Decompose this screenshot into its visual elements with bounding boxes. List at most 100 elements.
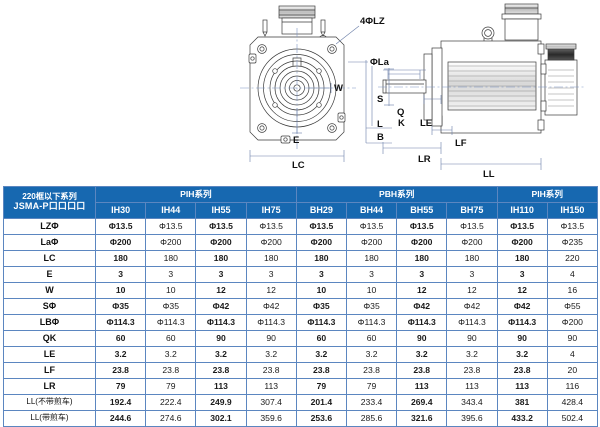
row-label: QK	[3, 330, 96, 347]
cell-ih30-1: Φ200	[94, 234, 147, 251]
cell-ih150-12: 502.4	[546, 410, 598, 427]
cell-ih150-0: Φ13.5	[546, 218, 598, 235]
label-lf: LF	[455, 138, 467, 149]
corner-line-1: 220框以下系列	[22, 192, 77, 202]
cell-bh55-8: 3.2	[396, 346, 448, 363]
cell-ih44-12: 274.6	[145, 410, 197, 427]
cell-ih150-3: 4	[546, 266, 598, 283]
cell-ih44-6: Φ114.3	[145, 314, 197, 331]
cell-ih110-0: Φ13.5	[496, 218, 548, 235]
cell-bh29-11: 201.4	[295, 394, 347, 411]
table-row: LE 3.2 3.2 3.2 3.2 3.2 3.2 3.2 3.2 3.2 4	[3, 346, 598, 363]
cell-bh29-2: 180	[295, 250, 347, 267]
label-ll: LL	[483, 169, 495, 180]
label-b: B	[377, 132, 384, 143]
group-header-pbh: PBH系列	[295, 186, 498, 203]
cell-ih55-1: Φ200	[195, 234, 247, 251]
table-row: LBΦ Φ114.3 Φ114.3 Φ114.3 Φ114.3 Φ114.3 Φ114.3 Φ…	[3, 314, 598, 331]
cell-bh29-12: 253.6	[295, 410, 347, 427]
row-label: LBΦ	[3, 314, 96, 331]
table-row: W 10 10 12 12 10 10 12 12 12 16	[3, 282, 598, 299]
cell-ih75-5: Φ42	[245, 298, 297, 315]
specification-table: 220框以下系列 JSMA-P口口口口 PIH系列 PBH系列 PIH系列 IH…	[3, 186, 598, 427]
row-label: LC	[3, 250, 96, 267]
cell-bh44-5: Φ35	[345, 298, 398, 315]
cell-ih150-5: Φ55	[546, 298, 598, 315]
model-header-bh75: BH75	[446, 202, 498, 219]
label-e: E	[293, 135, 299, 146]
cell-ih30-5: Φ35	[94, 298, 147, 315]
model-header-ih110: IH110	[496, 202, 548, 219]
cell-bh29-7: 60	[295, 330, 347, 347]
label-w: W	[334, 83, 343, 94]
cell-bh75-8: 3.2	[446, 346, 498, 363]
cell-bh75-2: 180	[446, 250, 498, 267]
cell-bh29-0: Φ13.5	[295, 218, 347, 235]
cell-ih110-2: 180	[496, 250, 548, 267]
table-row: SΦ Φ35 Φ35 Φ42 Φ42 Φ35 Φ35 Φ42 Φ42 Φ42 Φ55	[3, 298, 598, 315]
cell-ih150-6: Φ200	[546, 314, 598, 331]
cell-ih44-3: 3	[145, 266, 197, 283]
cell-bh55-6: Φ114.3	[396, 314, 448, 331]
cell-bh44-2: 180	[345, 250, 398, 267]
side-view-group	[378, 3, 585, 134]
cell-bh44-1: Φ200	[345, 234, 398, 251]
front-view-group	[240, 5, 356, 150]
cell-bh44-7: 60	[345, 330, 398, 347]
label-phi-la: ΦLa	[370, 57, 390, 68]
cell-bh55-4: 12	[396, 282, 448, 299]
cell-ih30-6: Φ114.3	[94, 314, 147, 331]
cell-bh44-0: Φ13.5	[345, 218, 398, 235]
cell-bh75-5: Φ42	[446, 298, 498, 315]
model-header-ih44: IH44	[145, 202, 197, 219]
cell-ih30-9: 23.8	[94, 362, 147, 379]
cell-bh29-9: 23.8	[295, 362, 347, 379]
cell-bh29-6: Φ114.3	[295, 314, 347, 331]
cell-ih75-10: 113	[245, 378, 297, 395]
group-header-pih-1: PIH系列	[95, 186, 297, 203]
cell-ih30-7: 60	[94, 330, 147, 347]
cell-ih75-0: Φ13.5	[245, 218, 297, 235]
cell-ih55-7: 90	[195, 330, 247, 347]
cell-bh55-1: Φ200	[396, 234, 448, 251]
cell-bh44-4: 10	[345, 282, 398, 299]
cell-ih150-9: 20	[546, 362, 598, 379]
model-header-ih150: IH150	[546, 202, 598, 219]
label-4-phi-lz: 4ΦLZ	[360, 16, 385, 27]
table-row: LC 180 180 180 180 180 180 180 180 180 220	[3, 250, 598, 267]
cell-ih44-5: Φ35	[145, 298, 197, 315]
cell-ih75-6: Φ114.3	[245, 314, 297, 331]
cell-ih55-2: 180	[195, 250, 247, 267]
cell-ih110-3: 3	[496, 266, 548, 283]
cell-ih44-7: 60	[145, 330, 197, 347]
cell-ih110-9: 23.8	[496, 362, 548, 379]
cell-ih75-12: 359.6	[245, 410, 297, 427]
cell-bh29-4: 10	[295, 282, 347, 299]
cell-bh75-11: 343.4	[446, 394, 498, 411]
table-row: LaΦ Φ200 Φ200 Φ200 Φ200 Φ200 Φ200 Φ200 Φ200 Φ200 Φ…	[3, 234, 598, 251]
cell-bh75-0: Φ13.5	[446, 218, 498, 235]
model-header-bh44: BH44	[345, 202, 398, 219]
label-l: L	[377, 119, 383, 130]
table-row: LR 79 79 113 113 79 79 113 113 113 116	[3, 378, 598, 395]
cell-bh55-9: 23.8	[396, 362, 448, 379]
cell-ih30-10: 79	[94, 378, 147, 395]
cell-ih44-8: 3.2	[145, 346, 197, 363]
cell-ih55-4: 12	[195, 282, 247, 299]
row-label: SΦ	[3, 298, 96, 315]
cell-ih150-4: 16	[546, 282, 598, 299]
cell-ih55-6: Φ114.3	[195, 314, 247, 331]
cell-ih110-5: Φ42	[496, 298, 548, 315]
model-header-bh29: BH29	[295, 202, 347, 219]
cell-ih44-11: 222.4	[145, 394, 197, 411]
label-k: K	[398, 118, 405, 129]
header-group-row: 220框以下系列 JSMA-P口口口口 PIH系列 PBH系列 PIH系列	[3, 186, 598, 219]
cell-ih30-0: Φ13.5	[94, 218, 147, 235]
label-lc: LC	[292, 160, 305, 171]
cell-bh55-2: 180	[396, 250, 448, 267]
cell-bh75-7: 90	[446, 330, 498, 347]
cell-ih55-3: 3	[195, 266, 247, 283]
cell-ih30-2: 180	[94, 250, 147, 267]
cell-bh55-7: 90	[396, 330, 448, 347]
table-row: LL(不带煎车) 192.4 222.4 249.9 307.4 201.4 233.4 26…	[3, 394, 598, 411]
